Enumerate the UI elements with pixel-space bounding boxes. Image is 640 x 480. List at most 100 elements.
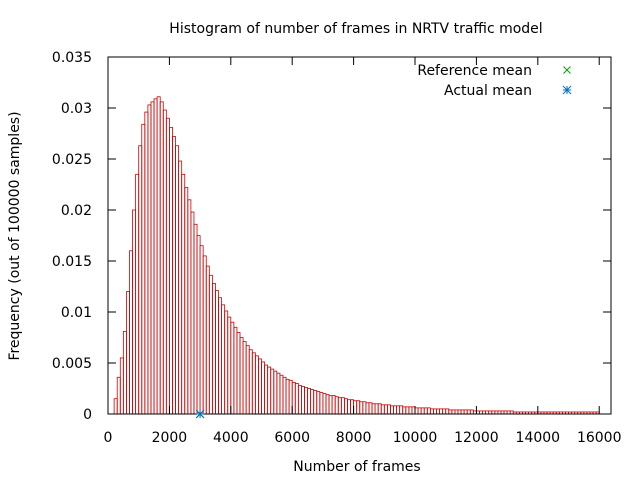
histogram-bar (153, 98, 158, 415)
plot-frame (107, 56, 612, 415)
histogram-bar (325, 394, 330, 415)
histogram-bar (245, 345, 250, 415)
histogram-bar (460, 409, 465, 415)
histogram-bar (156, 96, 161, 415)
x-tick-label: 4000 (213, 430, 249, 446)
x-tick-label: 8000 (336, 430, 372, 446)
histogram-bar (319, 392, 324, 415)
histogram-bar (264, 364, 269, 415)
histogram-bar (208, 274, 213, 415)
histogram-bar (138, 145, 143, 415)
histogram-bar (150, 101, 155, 415)
histogram-bar (402, 406, 407, 415)
histogram-bar (328, 395, 333, 415)
legend-reference-mean-label: Reference mean (417, 63, 532, 79)
histogram-bar (313, 390, 318, 415)
histogram-bar (439, 408, 444, 415)
mean-point (195, 409, 205, 419)
histogram-bar (463, 409, 468, 415)
histogram-bar (282, 376, 287, 415)
histogram-bar (408, 406, 413, 415)
histogram-bar (368, 402, 373, 415)
histogram-bar (239, 337, 244, 415)
axis-ticks: 0 2000 4000 6000 8000 10000 12000 14000 16000 0 0.… (52, 50, 622, 446)
histogram-bar (276, 372, 281, 415)
legend-reference-mean-marker (563, 66, 571, 74)
histogram-bar (362, 401, 367, 415)
histogram-bar (279, 374, 284, 415)
histogram-bar (322, 393, 327, 415)
histogram-bar (310, 389, 315, 415)
histogram-bar (129, 250, 133, 415)
legend: Reference mean Actual mean (417, 63, 572, 99)
histogram-bar (423, 407, 428, 415)
histogram-bar (190, 211, 195, 415)
histogram-bar (331, 395, 336, 415)
histogram-bar (258, 358, 262, 415)
x-tick-label: 6000 (274, 430, 310, 446)
histogram-bar (420, 407, 425, 415)
x-tick-label: 10000 (393, 430, 438, 446)
histogram-bar (233, 326, 238, 415)
histogram-bar (141, 123, 146, 415)
histogram-bar (436, 408, 440, 415)
histogram-bar (316, 391, 321, 415)
histogram-bar (380, 404, 385, 415)
histogram-bar (365, 402, 370, 415)
mean-points (195, 409, 205, 419)
histogram-bar (113, 398, 118, 415)
histogram-bar (116, 376, 121, 415)
histogram-bar (285, 378, 290, 415)
x-tick-label: 14000 (516, 430, 561, 446)
legend-actual-mean-label: Actual mean (444, 83, 532, 99)
x-tick-label: 2000 (152, 430, 188, 446)
histogram-bar (267, 366, 272, 415)
histogram-bar (429, 408, 434, 415)
x-tick-label: 16000 (577, 430, 622, 446)
histogram-bar (301, 386, 305, 415)
histogram-bar (405, 406, 410, 415)
histogram-bar (454, 409, 459, 415)
histogram-bar (172, 136, 176, 415)
histogram-bar (433, 408, 437, 415)
y-tick-label: 0 (83, 407, 92, 423)
y-tick-label: 0.03 (61, 101, 92, 117)
x-axis-label: Number of frames (293, 459, 420, 475)
histogram-bar (343, 398, 348, 415)
histogram-bar (445, 408, 450, 415)
histogram-bar (159, 101, 164, 415)
histogram-bar (426, 407, 431, 415)
histogram-bar (199, 245, 204, 415)
histogram-bar (469, 409, 474, 415)
histogram-bar (340, 397, 345, 415)
histogram-bar (218, 297, 222, 415)
y-axis-label: Frequency (out of 100000 samples) (7, 111, 23, 360)
histogram-bar (347, 399, 351, 415)
histogram-bar (399, 405, 404, 415)
histogram-bar (181, 173, 186, 415)
histogram-bar (211, 283, 216, 415)
y-tick-label: 0.005 (52, 356, 92, 372)
y-tick-label: 0.035 (52, 50, 92, 66)
histogram-bar (193, 223, 198, 415)
y-tick-label: 0.025 (52, 152, 92, 168)
histogram-bar (337, 397, 342, 415)
histogram-bar (175, 145, 180, 415)
histogram-bars (113, 96, 600, 415)
histogram-bar (307, 388, 312, 415)
histogram-bar (297, 385, 302, 415)
histogram-bar (356, 400, 361, 415)
histogram-bar (227, 316, 232, 415)
histogram-bar (126, 291, 130, 415)
x-tick-label: 12000 (454, 430, 499, 446)
histogram-bar (294, 382, 299, 415)
histogram-bar (334, 396, 339, 415)
histogram-bar (184, 187, 189, 415)
histogram-bar (251, 352, 256, 415)
histogram-bar (162, 109, 167, 415)
histogram-bar (236, 331, 241, 415)
histogram-bar (261, 361, 265, 415)
histogram-bar (215, 290, 219, 415)
histogram-bar (383, 404, 388, 415)
